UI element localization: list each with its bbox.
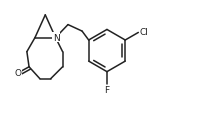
Text: O: O <box>15 68 22 77</box>
Text: Cl: Cl <box>139 28 148 37</box>
Text: N: N <box>53 33 59 42</box>
Text: F: F <box>104 85 109 94</box>
